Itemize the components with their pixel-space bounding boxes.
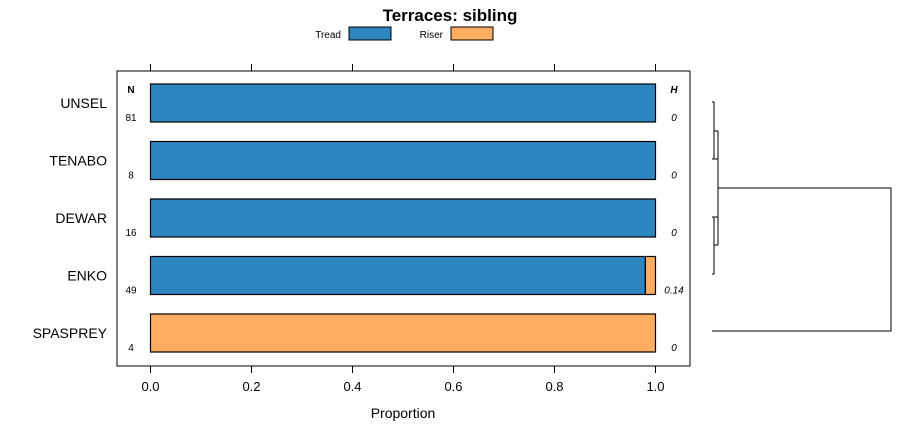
bar-row-unsel: UNSEL 81 0 <box>60 83 677 124</box>
legend: Tread Riser <box>315 26 494 41</box>
chart-title: Terraces: sibling <box>383 6 518 25</box>
h-value: 0 <box>671 113 677 124</box>
h-value: 0 <box>671 228 677 239</box>
category-label: DEWAR <box>55 210 107 226</box>
h-value: 0.14 <box>664 286 684 297</box>
n-value: 16 <box>125 228 137 239</box>
bar-tenabo-tread <box>149 140 657 181</box>
n-value: 81 <box>125 113 137 124</box>
h-value: 0 <box>671 171 677 182</box>
legend-label-tread: Tread <box>315 30 341 41</box>
legend-swatch-riser <box>450 26 494 41</box>
legend-label-riser: Riser <box>420 30 444 41</box>
bar-spasprey-riser <box>149 313 657 353</box>
x-tick-label-1: 0.2 <box>242 379 260 394</box>
n-header: N <box>127 85 134 96</box>
category-label: SPASPREY <box>33 325 108 341</box>
x-axis: 0.0 0.2 0.4 0.6 0.8 1.0 <box>141 366 665 394</box>
n-value: 4 <box>128 343 134 354</box>
bar-row-spasprey: SPASPREY 4 0 <box>33 313 677 354</box>
h-value: 0 <box>671 343 677 354</box>
n-value: 8 <box>128 171 134 182</box>
category-label: ENKO <box>67 268 107 284</box>
top-axis <box>150 64 656 71</box>
x-tick-label-3: 0.6 <box>444 379 462 394</box>
x-tick-label-2: 0.4 <box>343 379 361 394</box>
bar-row-tenabo: TENABO 8 0 <box>49 140 677 182</box>
bar-dewar-tread <box>149 198 657 238</box>
x-tick-label-0: 0.0 <box>141 379 159 394</box>
bars: UNSEL 81 0 TENABO 8 0 DEWAR 16 0 ENKO 49 0.14 SPASPR… <box>33 83 684 354</box>
legend-swatch-tread <box>348 26 392 41</box>
x-tick-label-4: 0.8 <box>545 379 563 394</box>
bar-unsel-tread <box>149 83 657 123</box>
category-label: UNSEL <box>60 95 107 111</box>
bar-enko-tread <box>149 255 646 296</box>
category-label: TENABO <box>49 153 107 169</box>
x-axis-label: Proportion <box>371 405 436 421</box>
x-tick-label-5: 1.0 <box>646 379 664 394</box>
bar-enko-riser <box>644 255 657 296</box>
plot-frame <box>116 70 691 367</box>
dendrogram <box>712 101 892 332</box>
h-header: H <box>670 85 678 96</box>
bar-row-enko: ENKO 49 0.14 <box>67 255 684 297</box>
n-value: 49 <box>125 286 137 297</box>
bar-row-dewar: DEWAR 16 0 <box>55 198 677 239</box>
